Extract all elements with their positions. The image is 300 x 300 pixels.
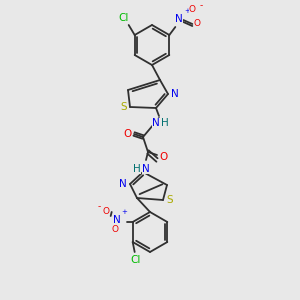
Text: +: + bbox=[184, 8, 190, 14]
Text: +: + bbox=[122, 209, 128, 215]
Text: -: - bbox=[199, 2, 203, 10]
Text: O: O bbox=[124, 129, 132, 139]
Text: O: O bbox=[194, 20, 201, 28]
Text: S: S bbox=[167, 195, 173, 205]
Text: N: N bbox=[142, 164, 150, 174]
Text: O: O bbox=[102, 206, 109, 215]
Text: O: O bbox=[189, 5, 196, 14]
Text: H: H bbox=[133, 164, 141, 174]
Text: N: N bbox=[119, 179, 127, 189]
Text: N: N bbox=[176, 14, 183, 24]
Text: N: N bbox=[113, 215, 121, 225]
Text: N: N bbox=[171, 89, 179, 99]
Text: Cl: Cl bbox=[118, 13, 129, 23]
Text: S: S bbox=[121, 102, 127, 112]
Text: Cl: Cl bbox=[130, 255, 141, 265]
Text: -: - bbox=[98, 202, 101, 211]
Text: H: H bbox=[161, 118, 169, 128]
Text: N: N bbox=[152, 118, 160, 128]
Text: O: O bbox=[111, 226, 118, 235]
Text: O: O bbox=[159, 152, 167, 162]
